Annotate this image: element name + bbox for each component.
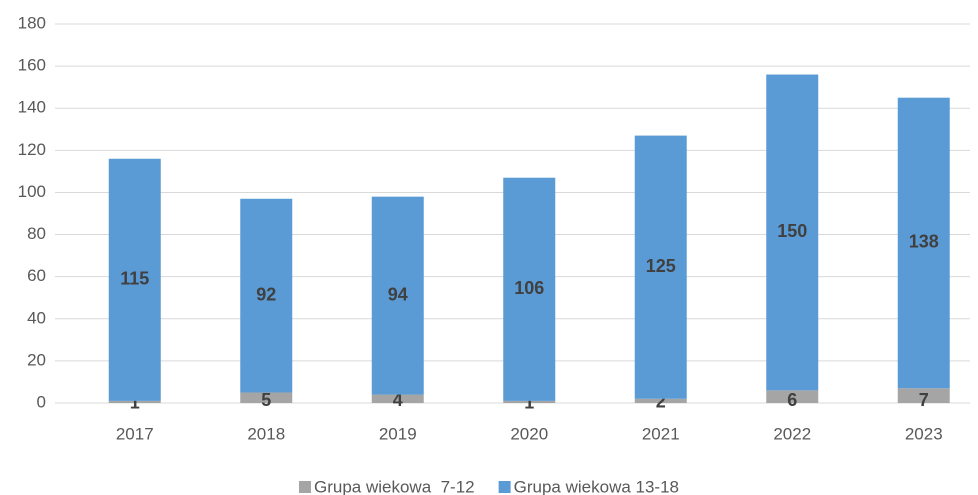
x-tick-label: 2021 (642, 424, 680, 443)
y-tick-label: 0 (37, 392, 46, 411)
y-tick-label: 140 (18, 98, 46, 117)
bar-segment (503, 400, 556, 403)
bar-segment (240, 198, 293, 393)
legend-label: Grupa wiekowa 7-12 (314, 477, 475, 495)
data-label: 106 (514, 278, 544, 298)
data-label: 7 (919, 390, 929, 410)
data-label: 94 (388, 284, 408, 304)
legend-label: Grupa wiekowa 13-18 (514, 477, 679, 495)
x-tick-label: 2023 (905, 424, 943, 443)
bar-segment (240, 392, 293, 403)
x-tick-label: 2018 (247, 424, 285, 443)
data-label: 1 (524, 393, 534, 413)
data-label: 5 (261, 390, 271, 410)
bar-segment (108, 158, 161, 401)
y-tick-label: 160 (18, 56, 46, 75)
y-tick-label: 120 (18, 140, 46, 159)
data-label: 150 (777, 221, 807, 241)
bar-segment (503, 177, 556, 401)
bar-segment (897, 97, 950, 389)
bar-segment (371, 196, 424, 395)
data-label: 6 (787, 390, 797, 410)
bar-segment (897, 388, 950, 403)
bar-segment (766, 74, 819, 391)
x-tick-label: 2019 (379, 424, 417, 443)
legend-swatch (498, 481, 511, 493)
data-label: 115 (120, 269, 149, 289)
data-label: 92 (256, 284, 276, 304)
legend: Grupa wiekowa 7-12 Grupa wiekowa 13-18 (298, 477, 679, 495)
data-label: 4 (393, 390, 403, 410)
y-tick-label: 180 (18, 13, 46, 32)
data-label: 1 (130, 393, 140, 413)
x-tick-label: 2017 (116, 424, 154, 443)
y-tick-label: 100 (18, 182, 46, 201)
y-tick-label: 60 (27, 266, 46, 285)
data-label: 2 (656, 392, 666, 412)
y-tick-label: 80 (27, 224, 46, 243)
bar-segment (634, 135, 687, 399)
data-label: 125 (646, 256, 676, 276)
y-tick-label: 40 (27, 308, 46, 327)
y-tick-label: 20 (27, 350, 46, 369)
data-label: 138 (909, 232, 939, 252)
bar-segment (371, 394, 424, 403)
bar-segment (634, 398, 687, 403)
x-tick-label: 2022 (773, 424, 811, 443)
legend-swatch (298, 481, 311, 493)
bar-segment (108, 400, 161, 403)
bar-segment (766, 390, 819, 403)
x-tick-label: 2020 (510, 424, 548, 443)
